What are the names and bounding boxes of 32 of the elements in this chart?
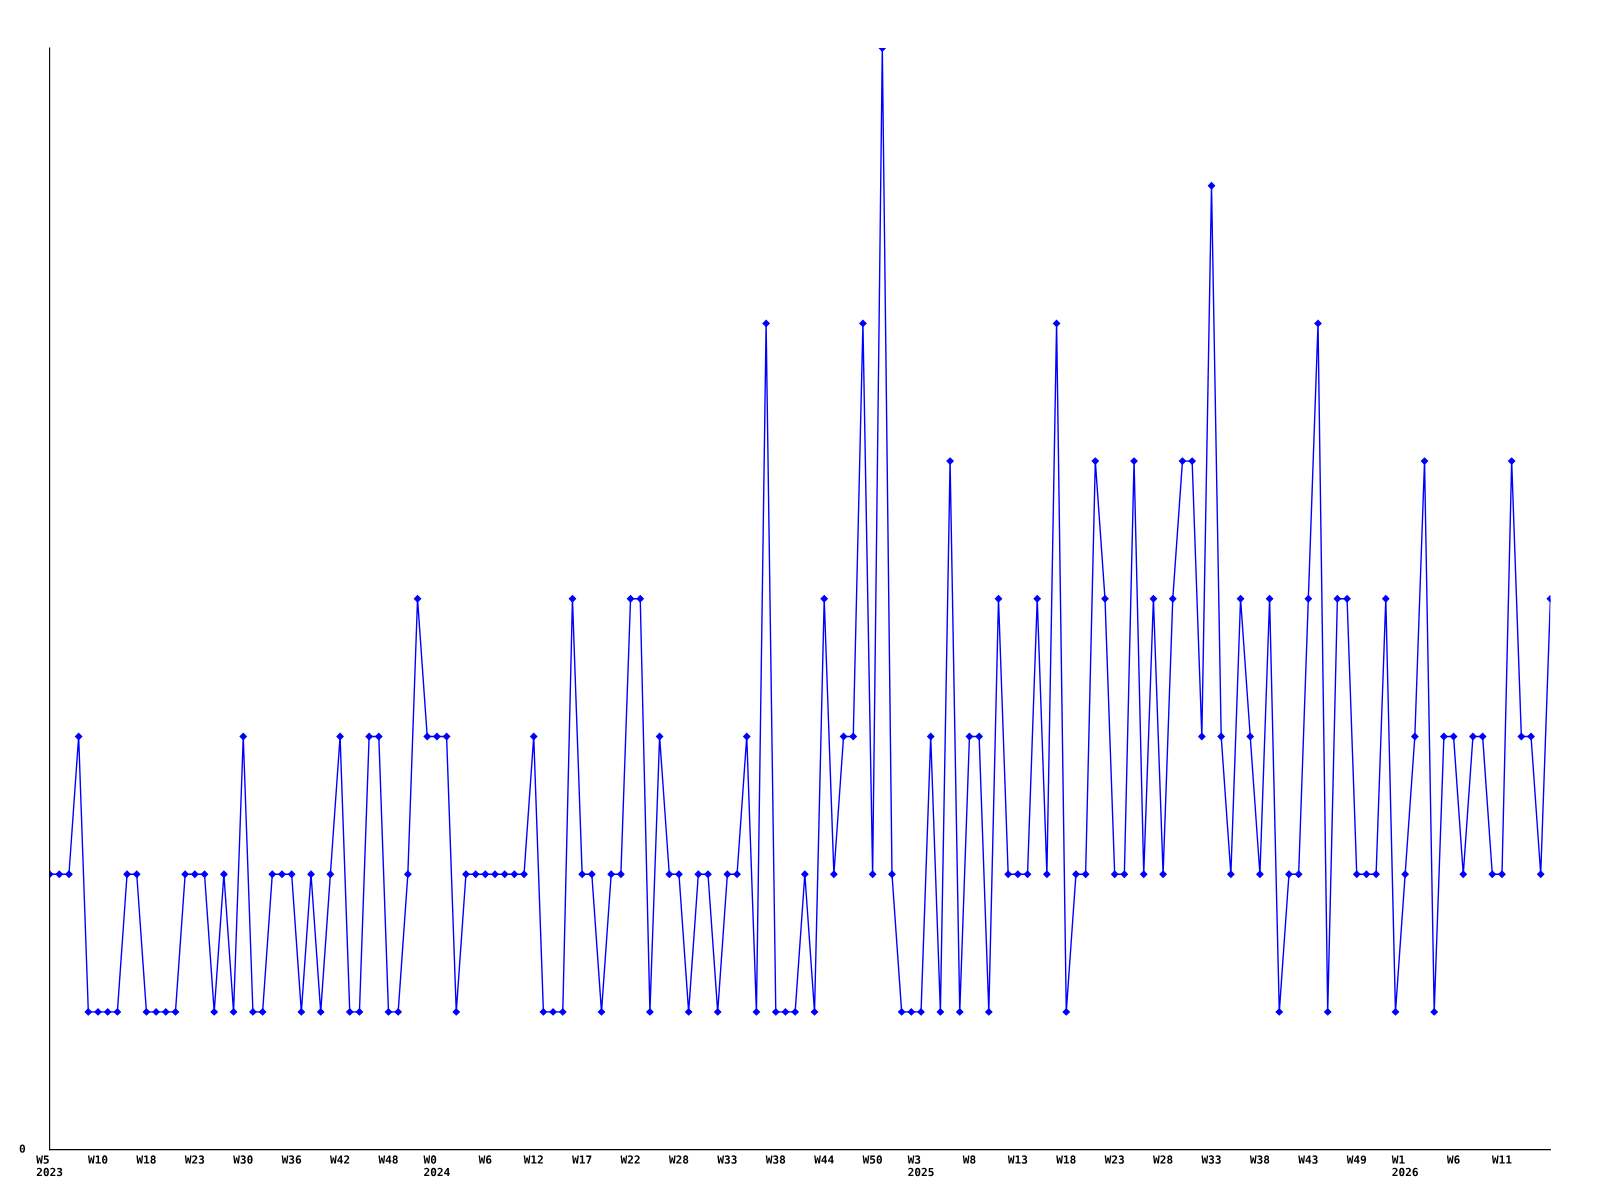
x-tick-label: W48	[378, 1155, 398, 1164]
x-tick-label: W12	[523, 1155, 543, 1164]
x-tick-label: W17	[572, 1155, 592, 1164]
x-tick-label: W38	[1249, 1155, 1270, 1164]
x-tick-label: W18	[1056, 1155, 1076, 1164]
x-tick-label: W18	[136, 1155, 156, 1164]
x-tick-label: W49	[1346, 1155, 1367, 1164]
x-tick-label: W0 2024	[423, 1155, 450, 1177]
x-tick-label: W22	[620, 1155, 640, 1164]
x-tick-label: W23	[184, 1155, 205, 1164]
x-tick-label: W44	[814, 1155, 834, 1164]
x-tick-label: W1 2026	[1391, 1155, 1418, 1177]
x-tick-label: W10	[87, 1155, 108, 1164]
x-tick-label: W33	[1201, 1155, 1221, 1164]
x-tick-label: W28	[668, 1155, 689, 1164]
x-tick-label: W6	[1446, 1155, 1460, 1164]
x-tick-label: W28	[1153, 1155, 1173, 1164]
x-tick-label: W50	[862, 1155, 882, 1164]
x-tick-label: W36	[281, 1155, 302, 1164]
x-tick-label: W23	[1104, 1155, 1124, 1164]
x-tick-label: W11	[1491, 1155, 1512, 1164]
x-tick-label: W6	[478, 1155, 492, 1164]
x-tick-label: W8	[962, 1155, 976, 1164]
x-tick-label: W13	[1007, 1155, 1028, 1164]
x-tick-label: W42	[330, 1155, 350, 1164]
x-tick-label: W5 2023	[36, 1155, 63, 1177]
x-tick-label: W43	[1298, 1155, 1318, 1164]
x-tick-label: W38	[765, 1155, 786, 1164]
text: 0	[19, 1144, 26, 1153]
x-tick-label: W33	[717, 1155, 737, 1164]
x-tick-label: W30	[233, 1155, 253, 1164]
x-tick-label: W3 2025	[907, 1155, 934, 1177]
